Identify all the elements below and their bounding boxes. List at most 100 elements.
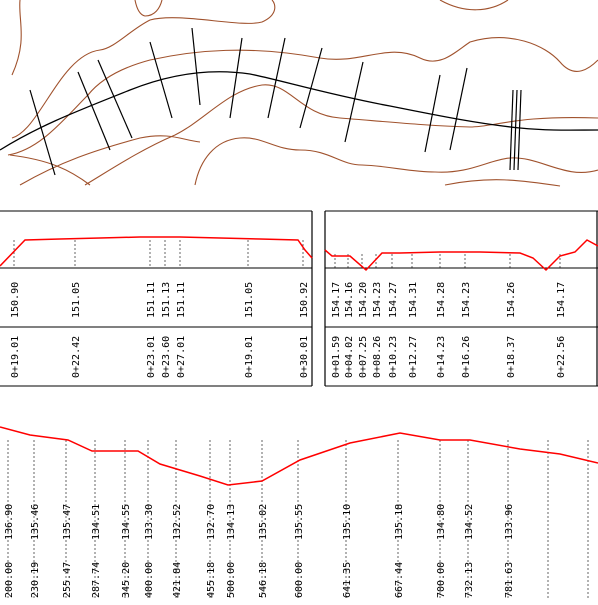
vertical-label: 200.00 [4,562,15,598]
vertical-label: 151.13 [161,282,172,318]
vertical-label: 0+22.56 [556,336,567,378]
vertical-label: 134.55 [121,504,132,540]
ground-profile-line [324,239,598,272]
vertical-label: 0+19.01 [10,336,21,378]
longitudinal-profile: 136.90 200.00 135.46 230.19 135.47 255.47 134.… [0,426,598,600]
vertical-label: 500.00 [226,562,237,598]
vertical-label: 154.27 [388,282,399,318]
vertical-label: 0+04.02 [344,336,355,378]
alignment-centerline [0,71,598,151]
vertical-label: 287.74 [91,562,102,598]
vertical-label: 135.18 [394,504,405,540]
vertical-label: 151.11 [176,282,187,318]
vertical-label: 150.92 [299,282,310,318]
station-tick [191,27,201,106]
vertical-label: 150.90 [10,282,21,318]
contour-line [11,0,276,139]
station-tick [267,37,286,119]
station-tick [513,89,518,171]
plan-view [0,0,598,187]
contour-line [134,0,163,17]
vertical-label: 134.51 [91,504,102,540]
label-group: 136.90 200.00 135.46 230.19 135.47 255.47 134.… [4,504,515,598]
vertical-label: 133.30 [144,504,155,540]
station-tick [509,89,514,171]
station-tick [517,89,522,171]
vertical-label: 154.17 [556,282,567,318]
contour-line [19,135,201,186]
vertical-label: 135.46 [30,504,41,540]
vertical-label: 0+18.37 [506,336,517,378]
vertical-label: 135.47 [62,504,73,540]
vertical-label: 0+23.60 [161,336,172,378]
station-ticks [29,27,522,176]
vertical-label: 0+14.23 [436,336,447,378]
vertical-label: 151.11 [146,282,157,318]
vertical-label: 0+12.27 [408,336,419,378]
vertical-label: 133.96 [504,504,515,540]
station-tick [29,89,56,176]
vertical-label: 151.05 [71,282,82,318]
vertical-label: 400.00 [144,562,155,598]
vertical-label: 0+01.59 [331,336,342,378]
vertical-label: 732.13 [464,562,475,598]
vertical-label: 154.17 [331,282,342,318]
vertical-label: 0+19.01 [244,336,255,378]
station-tick [97,59,133,139]
vertical-label: 667.44 [394,562,405,598]
vertical-label: 0+07.25 [358,336,369,378]
vertical-label: 345.20 [121,562,132,598]
vertical-label: 455.18 [206,562,217,598]
vertical-label: 134.13 [226,504,237,540]
vertical-label: 151.05 [244,282,255,318]
vertical-label: 154.26 [506,282,517,318]
station-tick [77,71,111,151]
vertical-label: 0+27.01 [176,336,187,378]
guide-lines [7,440,589,600]
vertical-label: 136.90 [4,504,15,540]
contour-line [7,37,598,156]
vertical-label: 781.63 [504,562,515,598]
contour-line [439,0,509,11]
vertical-label: 154.28 [436,282,447,318]
vertical-label: 154.31 [408,282,419,318]
vertical-label: 255.47 [62,562,73,598]
station-tick [299,47,323,129]
vertical-label: 641.35 [342,562,353,598]
vertical-label: 0+10.23 [388,336,399,378]
station-tick [344,61,364,143]
vertical-label: 230.19 [30,562,41,598]
vertical-label: 132.70 [206,504,217,540]
station-tick [149,41,173,119]
station-tick [449,67,468,151]
contour-line [194,137,598,186]
vertical-label: 135.55 [294,504,305,540]
vertical-label: 134.52 [464,504,475,540]
vertical-label: 600.00 [294,562,305,598]
contour-line [84,84,598,186]
vertical-label: 421.84 [172,562,183,598]
vertical-label: 546.18 [258,562,269,598]
vertical-label: 134.80 [436,504,447,540]
cross-section-right: 154.17 0+01.59 154.16 0+04.02 154.20 0+07.25 1… [324,210,598,387]
vertical-label: 0+16.26 [461,336,472,378]
vertical-label: 0+23.01 [146,336,157,378]
vertical-label: 132.52 [172,504,183,540]
label-group: 150.90 0+19.01 151.05 0+22.42 151.11 0+23.01 1… [10,282,310,378]
vertical-label: 154.20 [358,282,369,318]
vertical-label: 154.16 [344,282,355,318]
vertical-label: 0+30.01 [299,336,310,378]
contour-line [11,0,22,76]
ground-profile-line [0,236,313,267]
vertical-label: 135.10 [342,504,353,540]
vertical-label: 135.02 [258,504,269,540]
vertical-label: 0+22.42 [71,336,82,378]
guide-lines [13,240,304,268]
vertical-label: 154.23 [461,282,472,318]
vertical-label: 154.23 [372,282,383,318]
vertical-label: 0+08.26 [372,336,383,378]
station-tick [424,74,441,153]
label-group: 154.17 0+01.59 154.16 0+04.02 154.20 0+07.25 1… [331,282,567,378]
